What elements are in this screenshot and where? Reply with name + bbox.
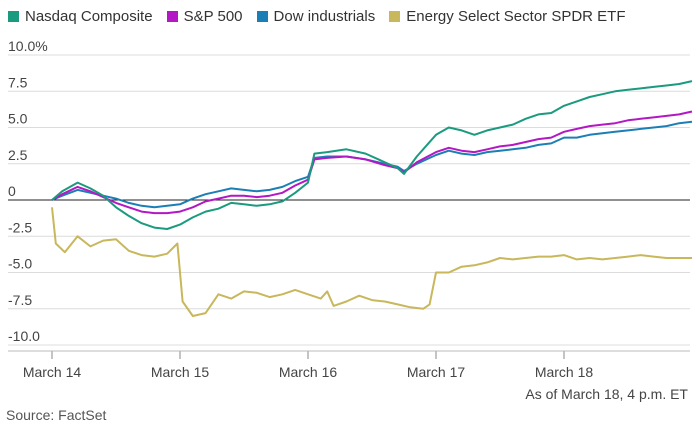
- series-line-dow-industrials: [51, 120, 693, 209]
- series-line-s-p-500: [51, 110, 693, 215]
- legend-label: Energy Select Sector SPDR ETF: [406, 8, 626, 25]
- y-tick-label: 5.0: [8, 111, 28, 127]
- x-tick-label: March 17: [407, 364, 466, 380]
- legend-swatch: [256, 11, 268, 22]
- legend-swatch: [8, 11, 19, 22]
- x-tick-label: March 14: [23, 364, 82, 380]
- y-tick-label: -10.0: [8, 328, 40, 344]
- series-line-energy-select-sector-spdr-etf: [51, 207, 692, 317]
- legend-swatch: [389, 11, 401, 22]
- y-tick-label: 2.5: [8, 147, 28, 163]
- y-tick-label: -5.0: [8, 256, 32, 272]
- y-tick-label: 7.5: [8, 74, 28, 90]
- chart-legend: Nasdaq Composite S&P 500 Dow industrials En…: [8, 8, 626, 25]
- x-tick-label: March 15: [151, 364, 210, 380]
- legend-item: Dow industrials: [256, 8, 376, 25]
- x-tick-label: March 16: [279, 364, 338, 380]
- legend-label: Dow industrials: [273, 8, 376, 25]
- legend-label: Nasdaq Composite: [25, 8, 153, 25]
- x-tick-label: March 18: [535, 364, 594, 380]
- chart-footnote: As of March 18, 4 p.m. ET: [525, 386, 688, 402]
- chart-source: Source: FactSet: [6, 407, 107, 423]
- legend-item: Nasdaq Composite: [8, 8, 153, 25]
- legend-label: S&P 500: [183, 8, 243, 25]
- y-tick-label: -7.5: [8, 292, 32, 308]
- y-tick-label: 10.0%: [8, 38, 48, 54]
- legend-swatch: [166, 11, 178, 22]
- y-tick-label: -2.5: [8, 219, 32, 235]
- line-chart: 10.0% 7.5 5.0 2.5 0 -2.5 -5.0 -7.5 -10.0 March 14…: [8, 38, 693, 380]
- series-line-nasdaq-composite: [51, 80, 693, 230]
- legend-item: S&P 500: [166, 8, 243, 25]
- legend-item: Energy Select Sector SPDR ETF: [389, 8, 626, 25]
- y-tick-label: 0: [8, 183, 16, 199]
